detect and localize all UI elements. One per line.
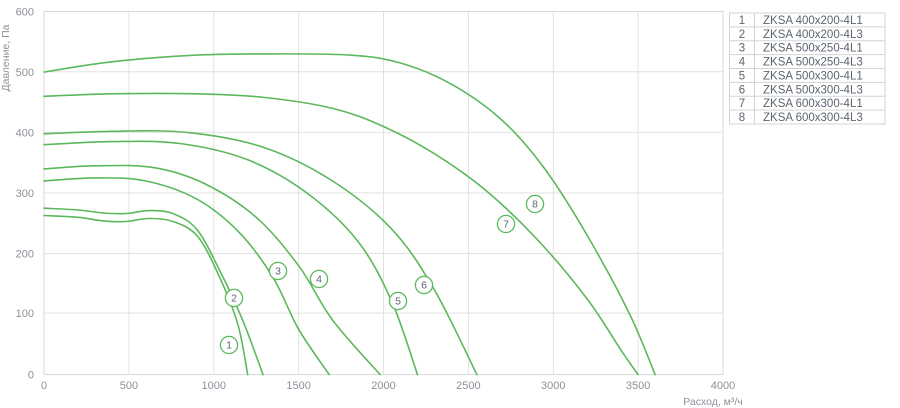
svg-text:ZKSA 400x200-4L1: ZKSA 400x200-4L1 (763, 15, 863, 27)
svg-text:1500: 1500 (286, 380, 310, 392)
svg-text:500: 500 (120, 380, 138, 392)
svg-text:6: 6 (421, 280, 427, 292)
svg-text:4: 4 (316, 274, 322, 286)
svg-text:200: 200 (16, 249, 34, 261)
svg-text:5: 5 (395, 296, 401, 308)
svg-text:3: 3 (739, 43, 745, 55)
svg-text:400: 400 (16, 127, 34, 139)
svg-text:7: 7 (503, 219, 509, 231)
svg-text:2000: 2000 (371, 380, 395, 392)
svg-text:ZKSA 500x250-4L3: ZKSA 500x250-4L3 (763, 57, 863, 69)
svg-text:8: 8 (532, 199, 538, 211)
svg-text:300: 300 (16, 188, 34, 200)
svg-text:3500: 3500 (626, 380, 650, 392)
svg-text:4: 4 (739, 57, 746, 69)
svg-text:2500: 2500 (456, 380, 480, 392)
svg-text:600: 600 (16, 7, 34, 19)
svg-text:6: 6 (739, 84, 745, 96)
svg-text:ZKSA 500x300-4L3: ZKSA 500x300-4L3 (763, 84, 863, 96)
svg-text:ZKSA 500x250-4L1: ZKSA 500x250-4L1 (763, 43, 863, 55)
svg-text:500: 500 (16, 67, 34, 79)
svg-text:2: 2 (231, 293, 237, 305)
svg-text:1000: 1000 (202, 380, 226, 392)
svg-text:2: 2 (739, 29, 745, 41)
svg-text:1: 1 (226, 340, 232, 352)
svg-text:3000: 3000 (541, 380, 565, 392)
svg-text:ZKSA 600x300-4L1: ZKSA 600x300-4L1 (763, 98, 863, 110)
svg-text:100: 100 (16, 308, 34, 320)
svg-text:Расход, м³/ч: Расход, м³/ч (683, 396, 743, 408)
svg-text:7: 7 (739, 98, 745, 110)
svg-text:Давление, Па: Давление, Па (0, 24, 12, 91)
svg-text:4000: 4000 (711, 380, 735, 392)
svg-text:8: 8 (739, 112, 745, 124)
svg-text:3: 3 (275, 266, 281, 278)
svg-text:ZKSA 400x200-4L3: ZKSA 400x200-4L3 (763, 29, 863, 41)
svg-text:ZKSA 600x300-4L3: ZKSA 600x300-4L3 (763, 112, 863, 124)
svg-text:ZKSA 500x300-4L1: ZKSA 500x300-4L1 (763, 70, 863, 82)
svg-text:0: 0 (28, 370, 34, 382)
svg-text:0: 0 (41, 380, 47, 392)
svg-text:1: 1 (739, 15, 745, 27)
svg-text:5: 5 (739, 70, 745, 82)
